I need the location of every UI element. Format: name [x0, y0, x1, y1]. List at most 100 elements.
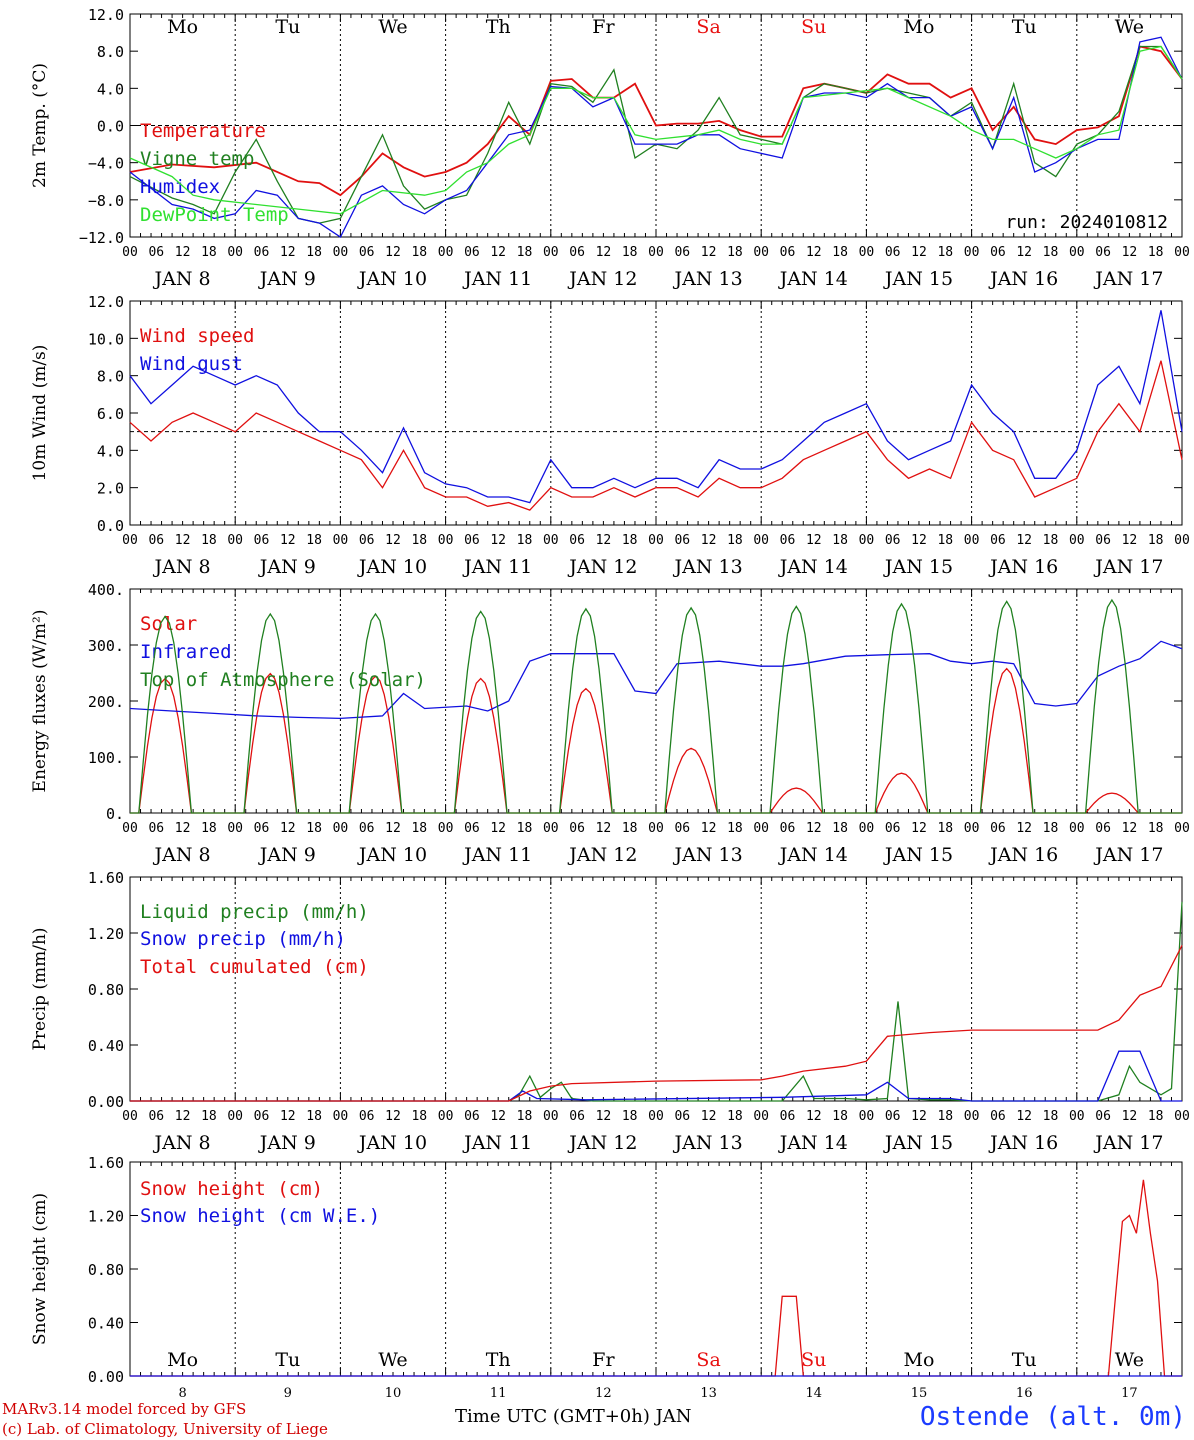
hour-label: 00	[122, 821, 138, 836]
hour-label: 18	[832, 821, 848, 836]
hour-label: 06	[1095, 533, 1111, 548]
hour-label: 06	[569, 1109, 585, 1124]
day-number: 14	[806, 1386, 823, 1401]
hour-label: 00	[122, 1109, 138, 1124]
hour-label: 00	[122, 245, 138, 260]
hour-label: 00	[859, 245, 875, 260]
date-label: JAN 11	[462, 556, 532, 578]
hour-label: 12	[1122, 1109, 1138, 1124]
hour-label: 00	[648, 533, 664, 548]
hour-label: 06	[569, 245, 585, 260]
hour-label: 00	[1174, 245, 1190, 260]
hour-label: 00	[753, 1109, 769, 1124]
hour-label: 18	[517, 245, 533, 260]
series-line-top-of-atmosphere-solar-	[130, 598, 1182, 814]
hour-label: 00	[333, 245, 349, 260]
hour-label: 00	[227, 821, 243, 836]
hour-label: 06	[569, 821, 585, 836]
hour-label: 12	[1016, 821, 1032, 836]
y-tick-label: 12.0	[88, 6, 124, 24]
panel-4: 1.60 1.20 0.80 0.40 0.00 Precip (mm/h) Liquid …	[30, 869, 1190, 1154]
hour-label: 12	[175, 821, 191, 836]
hour-label: 18	[1148, 1109, 1164, 1124]
hour-label: 06	[148, 533, 164, 548]
weekday-label: Tu	[275, 1349, 300, 1371]
y-tick-label: 0.	[106, 805, 124, 823]
hour-label: 00	[438, 533, 454, 548]
hour-label: 18	[937, 821, 953, 836]
hour-label: 00	[753, 533, 769, 548]
hour-label: 18	[1043, 245, 1059, 260]
hour-label: 06	[359, 1109, 375, 1124]
hour-label: 12	[280, 1109, 296, 1124]
hour-label: 00	[227, 1109, 243, 1124]
hour-label: 18	[1148, 245, 1164, 260]
y-axis-title: Snow height (cm)	[30, 1193, 50, 1345]
hour-label: 18	[727, 821, 743, 836]
y-tick-label: 0.40	[88, 1037, 124, 1055]
y-tick-label: 4.0	[97, 442, 124, 460]
hour-label: 06	[1095, 821, 1111, 836]
hour-label: 12	[806, 245, 822, 260]
legend-entry: Liquid precip (mm/h)	[140, 901, 369, 923]
weekday-label: Fr	[592, 1349, 615, 1371]
hour-label: 00	[1069, 1109, 1085, 1124]
hour-label: 18	[1043, 821, 1059, 836]
panel-1: 12.0 8.0 4.0 0.0 −4.0 −8.0 −12.0 2m Temp. (°C) T…	[30, 6, 1190, 290]
hour-label: 00	[859, 1109, 875, 1124]
y-tick-label: 0.00	[88, 1093, 124, 1111]
hour-label: 00	[227, 533, 243, 548]
weekday-label: We	[1115, 16, 1144, 38]
date-label: JAN 9	[258, 268, 316, 290]
legend-entry: Total cumulated (cm)	[140, 956, 369, 978]
hour-label: 12	[385, 1109, 401, 1124]
hour-label: 06	[1095, 245, 1111, 260]
date-label: JAN 17	[1093, 844, 1163, 866]
hour-label: 18	[727, 533, 743, 548]
hour-label: 00	[964, 533, 980, 548]
hour-label: 12	[280, 245, 296, 260]
legend-entry: Solar	[140, 613, 197, 635]
y-axis-title: Precip (mm/h)	[30, 927, 50, 1050]
hour-label: 06	[780, 533, 796, 548]
hour-label: 06	[885, 1109, 901, 1124]
hour-label: 00	[648, 245, 664, 260]
series-line-total-cumulated-cm-	[130, 945, 1183, 1102]
y-tick-label: 0.80	[88, 1261, 124, 1279]
hour-label: 06	[780, 245, 796, 260]
hour-label: 12	[806, 1109, 822, 1124]
hour-label: 12	[175, 245, 191, 260]
hour-label: 18	[517, 533, 533, 548]
legend-entry: Top of Atmosphere (Solar)	[140, 669, 426, 691]
weekday-label: We	[1115, 1349, 1144, 1371]
hour-label: 12	[701, 821, 717, 836]
hour-label: 06	[464, 821, 480, 836]
hour-label: 00	[333, 821, 349, 836]
series-line-infrared	[129, 640, 1183, 720]
weekday-label: Th	[486, 16, 511, 38]
hour-label: 18	[306, 1109, 322, 1124]
hour-label: 12	[280, 821, 296, 836]
weekday-label: We	[378, 1349, 407, 1371]
legend-entry: Snow height (cm)	[140, 1178, 323, 1200]
hour-label: 00	[964, 245, 980, 260]
hour-label: 18	[201, 1109, 217, 1124]
hour-label: 06	[990, 1109, 1006, 1124]
date-label: JAN 14	[778, 1132, 848, 1154]
series-line-snow-height-cm-	[130, 1179, 1182, 1377]
hour-label: 00	[964, 1109, 980, 1124]
hour-label: 12	[280, 533, 296, 548]
hour-label: 06	[254, 533, 270, 548]
hour-label: 00	[543, 821, 559, 836]
day-number: 13	[700, 1386, 717, 1401]
hour-label: 00	[753, 821, 769, 836]
date-label: JAN 17	[1093, 1132, 1163, 1154]
weekday-label: Sa	[696, 16, 720, 38]
hour-label: 18	[1148, 533, 1164, 548]
hour-label: 18	[937, 533, 953, 548]
hour-label: 18	[517, 1109, 533, 1124]
hour-label: 18	[201, 245, 217, 260]
hour-label: 06	[780, 1109, 796, 1124]
day-number: 12	[595, 1386, 612, 1401]
